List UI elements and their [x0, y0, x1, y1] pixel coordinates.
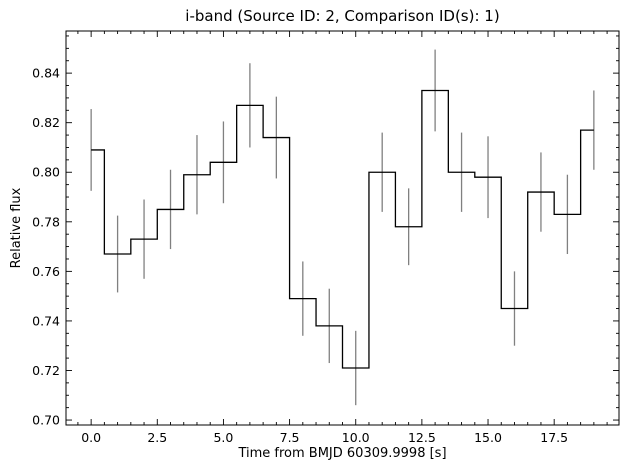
x-tick-label: 0.0 — [81, 430, 101, 445]
x-tick-label: 5.0 — [213, 430, 233, 445]
y-tick-label: 0.72 — [32, 363, 60, 378]
chart-title: i-band (Source ID: 2, Comparison ID(s): … — [185, 7, 499, 25]
x-tick-label: 7.5 — [280, 430, 300, 445]
x-tick-label: 17.5 — [540, 430, 568, 445]
x-tick-label: 10.0 — [342, 430, 370, 445]
y-tick-label: 0.78 — [32, 214, 60, 229]
y-tick-label: 0.84 — [32, 66, 60, 81]
x-tick-label: 15.0 — [474, 430, 502, 445]
plot-frame — [65, 30, 620, 426]
tick-labels: 0.0 2.5 5.0 7.5 10.0 12.5 15.0 17.5 0.70 0.72 0.74… — [32, 66, 568, 445]
y-axis-label: Relative flux — [9, 187, 24, 268]
x-tick-label: 12.5 — [408, 430, 436, 445]
y-tick-label: 0.82 — [32, 115, 60, 130]
y-tick-label: 0.70 — [32, 413, 60, 428]
y-tick-label: 0.76 — [32, 264, 60, 279]
y-tick-label: 0.80 — [32, 165, 60, 180]
flux-step-line — [91, 89, 594, 369]
x-tick-label: 2.5 — [147, 430, 167, 445]
y-tick-label: 0.74 — [32, 313, 60, 328]
x-axis-label: Time from BMJD 60309.9998 [s] — [237, 446, 446, 461]
